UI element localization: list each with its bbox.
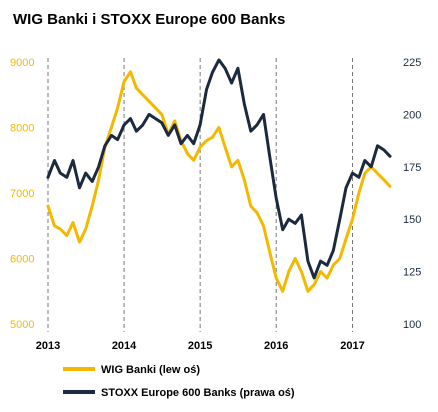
- left-tick-label-5000: 5000: [10, 319, 34, 331]
- x-tick-label-2017: 2017: [340, 340, 364, 352]
- right-tick-label-100: 100: [403, 319, 421, 331]
- x-axis: 2013 2014 2015 2016 2017: [36, 340, 365, 352]
- legend-label-wig-banki: WIG Banki (lew oś): [101, 364, 200, 376]
- left-tick-label-8000: 8000: [10, 123, 34, 135]
- left-tick-label-6000: 6000: [10, 254, 34, 266]
- left-tick-label-7000: 7000: [10, 188, 34, 200]
- legend: WIG Banki (lew oś) STOXX Europe 600 Bank…: [63, 364, 295, 399]
- right-tick-label-225: 225: [403, 57, 421, 69]
- left-axis: 5000 6000 7000 8000 9000: [10, 57, 34, 331]
- right-axis: 100 125 150 175 200 225: [403, 57, 421, 331]
- x-tick-label-2013: 2013: [36, 340, 60, 352]
- series-line-wig-banki: [46, 70, 392, 293]
- chart-title: WIG Banki i STOXX Europe 600 Banks: [13, 11, 285, 28]
- legend-label-stoxx: STOXX Europe 600 Banks (prawa oś): [101, 387, 295, 399]
- x-tick-label-2016: 2016: [264, 340, 288, 352]
- x-tick-label-2015: 2015: [188, 340, 212, 352]
- right-tick-label-175: 175: [403, 162, 421, 174]
- x-tick-label-2014: 2014: [112, 340, 137, 352]
- left-tick-label-9000: 9000: [10, 57, 34, 69]
- right-tick-label-200: 200: [403, 109, 421, 121]
- right-tick-label-150: 150: [403, 214, 421, 226]
- series-line-stoxx: [46, 58, 392, 280]
- right-tick-label-125: 125: [403, 267, 421, 279]
- series-group: [46, 58, 392, 293]
